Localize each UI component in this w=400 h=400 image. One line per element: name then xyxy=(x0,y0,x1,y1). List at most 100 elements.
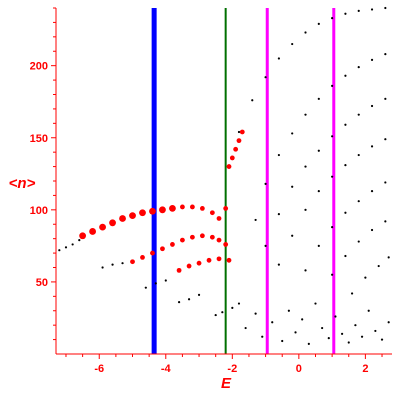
data-point-s1-8 xyxy=(154,282,157,285)
data-point-s1-84 xyxy=(314,302,317,305)
data-point-s1-47 xyxy=(370,104,374,108)
data-point-s1-43 xyxy=(317,149,320,152)
data-point-s0-35 xyxy=(233,146,239,152)
data-point-s1-78 xyxy=(271,321,274,324)
data-point-s0-4 xyxy=(119,215,126,222)
data-point-s0-28 xyxy=(196,260,202,266)
data-point-s0-22 xyxy=(199,233,205,239)
data-point-s0-2 xyxy=(99,223,106,231)
data-point-s1-36 xyxy=(357,66,360,69)
data-point-s0-0 xyxy=(79,232,87,240)
x-tick-label: 2 xyxy=(362,363,368,375)
data-point-s1-53 xyxy=(331,175,334,178)
data-point-s1-64 xyxy=(384,181,387,184)
data-point-s0-11 xyxy=(189,204,195,210)
data-point-s0-34 xyxy=(229,155,235,161)
data-point-s0-10 xyxy=(180,204,185,210)
data-point-s0-14 xyxy=(216,216,222,221)
data-point-s1-11 xyxy=(187,298,191,301)
data-point-s1-12 xyxy=(197,293,201,296)
data-point-s0-18 xyxy=(160,246,165,252)
data-point-s1-46 xyxy=(357,113,360,116)
y-tick-label: 50 xyxy=(36,277,48,289)
data-point-s1-54 xyxy=(344,164,347,167)
data-point-s0-12 xyxy=(199,205,205,211)
y-tick-label: 150 xyxy=(30,133,48,145)
data-point-s1-6 xyxy=(121,262,124,265)
data-point-s1-1 xyxy=(64,246,68,249)
y-tick-label: 100 xyxy=(30,205,48,217)
data-point-s1-67 xyxy=(357,240,360,243)
data-point-s0-24 xyxy=(216,237,222,243)
data-point-s1-92 xyxy=(367,309,370,312)
data-point-s1-9 xyxy=(164,279,167,282)
data-point-s1-44 xyxy=(331,135,334,138)
data-point-s1-85 xyxy=(321,326,324,330)
data-point-s0-29 xyxy=(206,257,212,263)
data-point-s1-31 xyxy=(291,132,294,135)
data-point-s1-50 xyxy=(291,234,294,237)
data-point-s1-89 xyxy=(347,341,350,344)
data-point-s1-66 xyxy=(344,254,347,258)
data-point-s1-86 xyxy=(327,337,330,340)
data-point-s1-51 xyxy=(304,208,307,211)
data-point-s0-25 xyxy=(223,242,229,247)
data-point-s0-16 xyxy=(140,255,145,260)
data-point-s1-59 xyxy=(317,244,320,247)
data-point-s0-15 xyxy=(130,259,135,265)
data-point-s1-70 xyxy=(350,292,354,295)
data-point-s1-13 xyxy=(214,313,217,317)
data-point-s1-14 xyxy=(221,311,224,314)
data-point-s1-23 xyxy=(331,16,334,20)
data-point-s0-32 xyxy=(223,205,229,211)
data-point-s0-30 xyxy=(216,256,222,262)
data-point-s1-72 xyxy=(377,264,380,268)
data-point-s0-21 xyxy=(189,234,195,240)
data-point-s1-40 xyxy=(277,213,280,216)
data-points xyxy=(58,6,390,346)
data-point-s1-34 xyxy=(331,84,334,87)
data-point-s1-2 xyxy=(71,243,74,246)
data-point-s1-95 xyxy=(387,321,390,324)
data-point-s1-27 xyxy=(384,6,387,10)
data-point-s1-71 xyxy=(364,276,367,279)
data-point-s1-28 xyxy=(254,218,257,222)
data-point-s1-65 xyxy=(331,273,334,276)
data-point-s0-17 xyxy=(150,250,155,256)
data-point-s1-25 xyxy=(357,9,360,12)
data-point-s1-39 xyxy=(264,244,267,247)
data-point-s1-81 xyxy=(294,331,297,334)
data-point-s1-22 xyxy=(317,22,320,25)
data-point-s1-37 xyxy=(370,58,374,62)
data-point-s1-87 xyxy=(334,315,337,318)
data-point-s1-0 xyxy=(58,249,61,252)
data-point-s1-30 xyxy=(277,153,280,157)
x-tick-label: -6 xyxy=(94,363,104,375)
data-point-s1-73 xyxy=(387,256,390,259)
data-point-s1-62 xyxy=(357,200,360,203)
data-point-s1-21 xyxy=(304,31,307,34)
data-point-s1-26 xyxy=(370,8,374,11)
data-point-s0-13 xyxy=(209,210,215,216)
data-point-s1-88 xyxy=(340,332,344,335)
data-point-s0-8 xyxy=(159,206,166,214)
data-point-s0-6 xyxy=(139,209,146,217)
data-point-s1-32 xyxy=(304,113,307,116)
data-point-s0-9 xyxy=(169,204,176,212)
data-point-s1-10 xyxy=(177,301,181,304)
data-point-s0-31 xyxy=(226,257,232,263)
data-point-s1-82 xyxy=(301,318,304,321)
data-point-s1-68 xyxy=(370,228,374,232)
data-point-s1-41 xyxy=(291,185,294,188)
data-point-s0-3 xyxy=(109,219,116,227)
data-point-s1-80 xyxy=(287,309,290,312)
data-point-s0-37 xyxy=(239,129,245,135)
data-point-s1-33 xyxy=(317,97,320,100)
data-point-s0-1 xyxy=(89,228,96,235)
vertical-lines xyxy=(151,8,336,354)
data-point-s1-63 xyxy=(370,189,374,193)
data-point-s0-20 xyxy=(180,237,185,243)
data-point-s1-48 xyxy=(384,97,387,100)
data-point-s1-94 xyxy=(380,338,384,341)
